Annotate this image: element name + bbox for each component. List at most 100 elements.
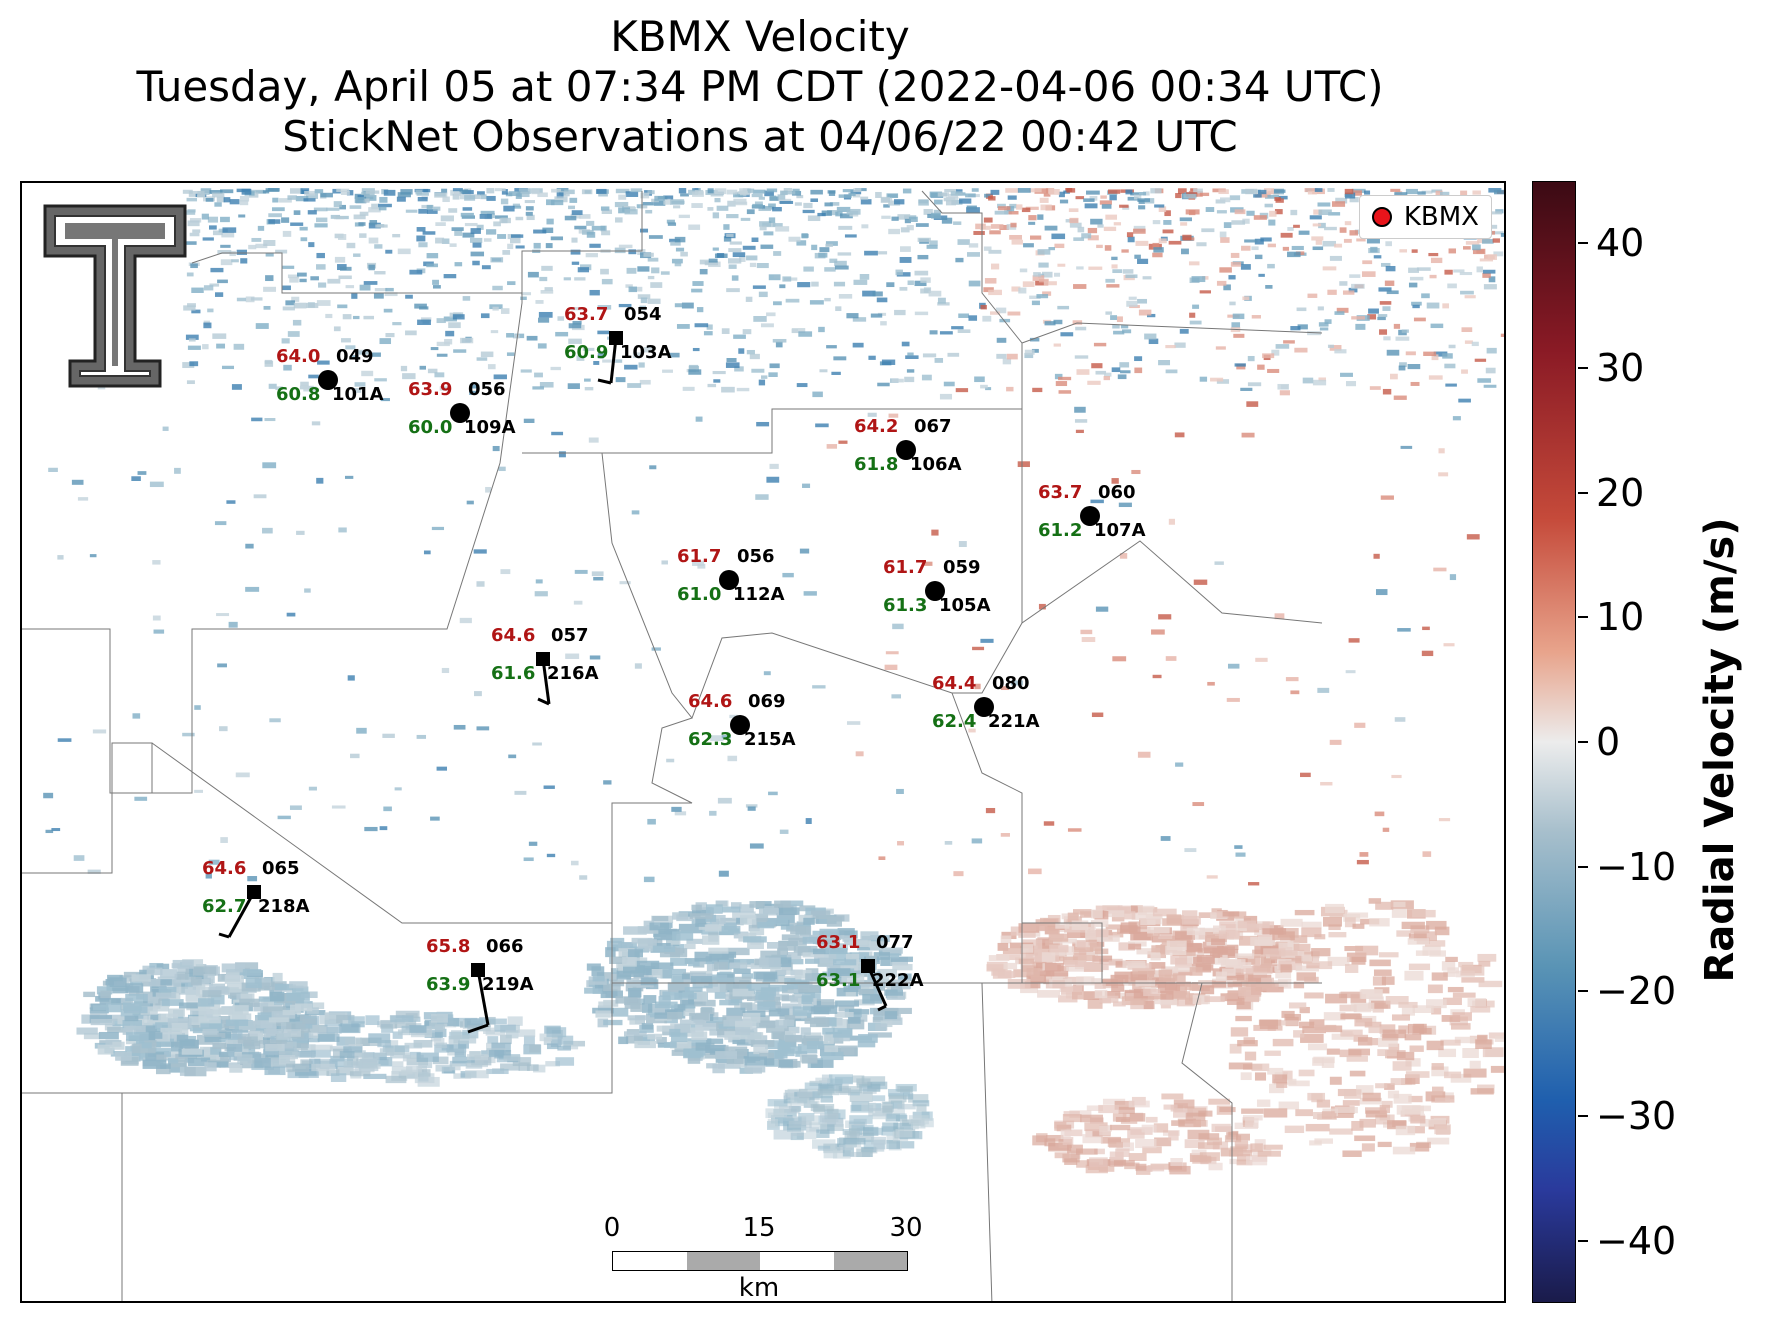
echo-cell bbox=[200, 1021, 222, 1031]
echo-cell bbox=[1371, 1000, 1391, 1009]
echo-cell bbox=[1441, 1015, 1461, 1022]
echo-cell bbox=[934, 357, 944, 363]
echo-cell bbox=[571, 307, 585, 311]
echo-cell bbox=[1295, 1109, 1313, 1117]
echo-cell bbox=[835, 306, 842, 312]
echo-cell bbox=[746, 255, 758, 261]
echo-cell bbox=[1049, 189, 1060, 195]
echo-cell bbox=[311, 1049, 331, 1058]
echo-cell bbox=[282, 265, 295, 269]
echo-cell bbox=[790, 1096, 810, 1106]
echo-cell bbox=[1219, 267, 1232, 273]
echo-cell bbox=[303, 198, 316, 202]
echo-cell bbox=[1158, 932, 1173, 940]
echo-cell bbox=[1066, 188, 1076, 193]
echo-cell bbox=[1064, 976, 1084, 985]
echo-cell bbox=[726, 1054, 744, 1065]
echo-cell bbox=[1035, 280, 1049, 286]
echo-cell bbox=[674, 303, 682, 308]
echo-cell bbox=[486, 229, 497, 235]
echo-cell bbox=[377, 1040, 392, 1048]
echo-cell bbox=[1430, 257, 1443, 264]
echo-cell bbox=[994, 210, 1009, 215]
echo-cell bbox=[1300, 1033, 1324, 1043]
echo-cell bbox=[857, 944, 871, 951]
echo-cell bbox=[1146, 915, 1162, 925]
echo-cell bbox=[809, 1122, 828, 1132]
echo-cell bbox=[884, 664, 898, 671]
echo-cell bbox=[749, 843, 764, 849]
echo-cell bbox=[1062, 1153, 1080, 1163]
echo-cell bbox=[955, 388, 969, 393]
echo-cell bbox=[507, 243, 514, 250]
echo-cell bbox=[1348, 1048, 1371, 1056]
echo-cell bbox=[226, 1043, 243, 1053]
echo-cell bbox=[1297, 324, 1308, 330]
echo-cell bbox=[757, 922, 775, 929]
echo-cell bbox=[897, 841, 905, 846]
echo-cell bbox=[1470, 1088, 1494, 1095]
echo-cell bbox=[786, 952, 802, 960]
echo-cell bbox=[236, 297, 247, 302]
echo-cell bbox=[1138, 205, 1146, 210]
echo-cell bbox=[532, 386, 544, 390]
echo-cell bbox=[1080, 911, 1093, 918]
echo-cell bbox=[1127, 236, 1135, 243]
echo-cell bbox=[1248, 882, 1260, 886]
echo-cell bbox=[965, 193, 976, 198]
echo-cell bbox=[194, 789, 203, 793]
echo-cell bbox=[182, 732, 195, 737]
echo-cell bbox=[1096, 935, 1120, 942]
echo-cell bbox=[470, 228, 481, 234]
echo-cell bbox=[1147, 993, 1167, 1000]
echo-cell bbox=[426, 204, 433, 210]
echo-cell bbox=[1444, 269, 1453, 275]
echo-cell bbox=[1381, 976, 1395, 985]
echo-cell bbox=[1351, 1120, 1364, 1131]
echo-cell bbox=[658, 996, 671, 1006]
echo-cell bbox=[186, 272, 194, 277]
echo-cell bbox=[1234, 209, 1246, 215]
echo-cell bbox=[155, 992, 177, 999]
echo-cell bbox=[394, 1045, 410, 1053]
echo-cell bbox=[1210, 377, 1224, 382]
echo-cell bbox=[772, 223, 783, 227]
echo-cell bbox=[1385, 241, 1392, 247]
echo-cell bbox=[476, 726, 490, 731]
echo-cell bbox=[1080, 629, 1093, 635]
colorbar-tick-label: −20 bbox=[1596, 969, 1677, 1014]
echo-cell bbox=[641, 1023, 654, 1030]
echo-cell bbox=[1393, 323, 1401, 329]
map-panel[interactable]: KBMX 0 15 30 km 64.0 049 60.8 101A 63.9 056 60… bbox=[20, 181, 1506, 1303]
echo-cell bbox=[1422, 851, 1432, 857]
echo-cell bbox=[819, 369, 828, 373]
echo-cell bbox=[507, 281, 516, 286]
echo-cell bbox=[1112, 269, 1123, 274]
echo-cell bbox=[625, 284, 633, 288]
echo-cell bbox=[718, 1023, 738, 1030]
echo-cell bbox=[228, 1013, 252, 1021]
echo-cell bbox=[857, 1134, 875, 1140]
echo-cell bbox=[738, 348, 745, 354]
county-border bbox=[191, 252, 522, 294]
echo-cell bbox=[1170, 955, 1188, 965]
map-legend: KBMX bbox=[1358, 195, 1492, 239]
echo-cell bbox=[1190, 1154, 1207, 1162]
echo-cell bbox=[48, 467, 58, 472]
echo-cell bbox=[996, 353, 1007, 359]
echo-cell bbox=[155, 1038, 174, 1048]
scale-segment bbox=[760, 1252, 834, 1270]
echo-cell bbox=[815, 1077, 831, 1084]
echo-cell bbox=[815, 423, 829, 428]
echo-cell bbox=[212, 230, 223, 236]
echo-cell bbox=[1349, 274, 1361, 278]
echo-cell bbox=[894, 199, 905, 205]
echo-cell bbox=[402, 373, 416, 380]
echo-cell bbox=[837, 252, 852, 256]
echo-cell bbox=[1075, 429, 1084, 434]
echo-cell bbox=[1141, 1124, 1157, 1133]
station-temperature: 63.1 bbox=[816, 932, 861, 953]
echo-cell bbox=[485, 1029, 506, 1036]
echo-cell bbox=[1293, 981, 1305, 989]
echo-cell bbox=[491, 1042, 511, 1052]
